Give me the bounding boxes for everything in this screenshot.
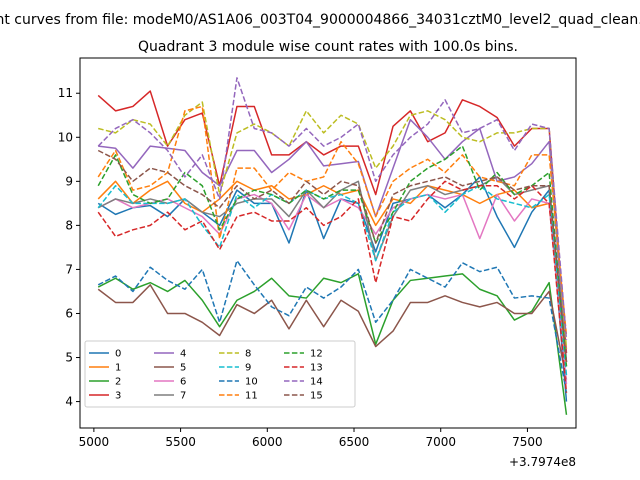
legend-box (84, 340, 356, 408)
x-tick-label: 5000 (79, 435, 110, 449)
y-tick-label: 4 (65, 395, 73, 409)
series-line-2 (97, 273, 568, 415)
chart-title: Quadrant 3 module wise count rates with … (138, 39, 518, 55)
series-line-15 (97, 149, 568, 363)
x-tick-label: 7000 (425, 435, 456, 449)
legend-label-6: 6 (180, 377, 186, 388)
legend-label-8: 8 (245, 349, 251, 360)
legend-label-12: 12 (310, 349, 323, 360)
legend-label-7: 7 (180, 391, 186, 402)
legend-label-15: 15 (310, 391, 323, 402)
series-line-4 (98, 118, 568, 362)
series-line-10 (97, 259, 568, 393)
series-line-11 (97, 105, 568, 336)
series-line-3 (97, 90, 568, 354)
series-line-14 (97, 77, 568, 340)
y-tick-label: 9 (65, 174, 73, 188)
series-line-6 (97, 193, 568, 385)
y-tick-label: 8 (65, 218, 73, 232)
series-line-0 (97, 176, 568, 402)
series-line-9 (97, 184, 568, 376)
y-tick-label: 7 (65, 262, 73, 276)
axes-border (79, 57, 577, 429)
y-tick-label: 11 (58, 86, 73, 100)
legend-label-3: 3 (115, 391, 121, 402)
legend-label-5: 5 (180, 363, 186, 374)
y-axis: 4 5 6 7 8 9 10 11 (58, 86, 80, 409)
legend-label-4: 4 (180, 349, 186, 360)
series-line-5 (97, 284, 568, 380)
y-tick-label: 10 (58, 130, 73, 144)
legend-label-9: 9 (245, 363, 251, 374)
plot-area (97, 77, 568, 415)
x-tick-label: 6500 (339, 435, 370, 449)
x-axis: 5000 5500 6000 6500 7000 7500 (79, 428, 543, 449)
legend-label-13: 13 (310, 363, 323, 374)
legend-label-1: 1 (115, 363, 121, 374)
x-tick-label: 7500 (512, 435, 543, 449)
series-line-8 (98, 101, 568, 349)
legend-label-2: 2 (115, 377, 121, 388)
legend-label-10: 10 (245, 377, 258, 388)
y-tick-label: 5 (65, 351, 73, 365)
series-line-1 (97, 180, 568, 367)
figure-suptitle: Light curves from file: modeM0/AS1A06_00… (0, 12, 640, 28)
x-tick-label: 5500 (165, 435, 196, 449)
series-line-12 (97, 145, 568, 367)
legend-label-14: 14 (310, 377, 323, 388)
series-line-13 (97, 180, 568, 393)
x-tick-label: 6000 (252, 435, 283, 449)
x-offset-label: +3.7974e8 (509, 455, 576, 469)
legend-label-11: 11 (245, 391, 258, 402)
axes-frame (79, 57, 577, 429)
y-tick-label: 6 (65, 306, 73, 320)
legend-label-0: 0 (115, 349, 121, 360)
